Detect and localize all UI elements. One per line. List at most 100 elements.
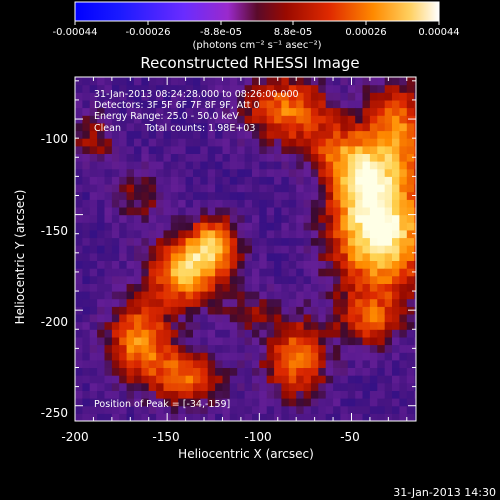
heatmap-cell: [119, 84, 128, 93]
heatmap-cell: [281, 107, 290, 116]
heatmap-cell: [392, 367, 400, 376]
heatmap-cell: [222, 398, 231, 407]
heatmap-cell: [281, 321, 290, 330]
heatmap-cell: [288, 252, 297, 261]
heatmap-cell: [215, 99, 224, 109]
heatmap-cell: [303, 184, 312, 193]
heatmap-cell: [178, 306, 187, 315]
heatmap-cell: [303, 291, 312, 300]
heatmap-cell: [193, 77, 201, 86]
heatmap-cell: [244, 207, 253, 216]
heatmap-cell: [296, 329, 305, 338]
heatmap-cell: [156, 191, 165, 200]
heatmap-cell: [399, 153, 408, 162]
heatmap-cell: [384, 405, 393, 414]
heatmap-cell: [369, 222, 378, 231]
heatmap-cell: [296, 405, 305, 414]
heatmap-cell: [82, 122, 91, 132]
heatmap-cell: [369, 107, 378, 116]
heatmap-cell: [185, 122, 194, 132]
heatmap-cell: [244, 77, 253, 86]
heatmap-cell: [148, 390, 157, 399]
heatmap-cell: [296, 122, 305, 132]
heatmap-cell: [333, 260, 342, 269]
heatmap-cell: [281, 268, 290, 277]
heatmap-cell: [148, 329, 157, 338]
heatmap-cell: [340, 122, 349, 132]
heatmap-cell: [303, 77, 312, 86]
heatmap-cell: [222, 283, 231, 292]
heatmap-cell: [75, 405, 83, 414]
heatmap-cell: [229, 413, 238, 421]
heatmap-cell: [126, 268, 135, 277]
heatmap-cell: [156, 229, 165, 239]
heatmap-cell: [384, 130, 393, 139]
heatmap-cell: [392, 107, 400, 116]
heatmap-cell: [126, 229, 135, 239]
heatmap-cell: [340, 207, 349, 216]
heatmap-cell: [148, 161, 157, 170]
heatmap-cell: [340, 336, 349, 346]
heatmap-cell: [222, 275, 231, 284]
heatmap-cell: [134, 336, 142, 346]
heatmap-cell: [340, 161, 349, 170]
heatmap-cell: [414, 352, 416, 361]
heatmap-cell: [148, 306, 157, 315]
heatmap-cell: [111, 122, 120, 132]
heatmap-cell: [119, 382, 128, 391]
heatmap-cell: [281, 275, 290, 284]
heatmap-cell: [325, 298, 334, 307]
heatmap-cell: [392, 207, 400, 216]
heatmap-cell: [170, 375, 179, 384]
heatmap-cell: [141, 176, 150, 185]
heatmap-cell: [156, 107, 165, 116]
heatmap-cell: [207, 382, 216, 391]
heatmap-cell: [259, 283, 268, 292]
heatmap-cell: [193, 359, 201, 368]
heatmap-cell: [141, 84, 150, 93]
heatmap-cell: [156, 336, 165, 346]
heatmap-cell: [229, 138, 238, 147]
heatmap-cell: [252, 252, 260, 261]
heatmap-cell: [104, 314, 113, 323]
heatmap-cell: [75, 207, 83, 216]
heatmap-cell: [134, 145, 142, 154]
heatmap-cell: [119, 122, 128, 132]
heatmap-cell: [82, 268, 91, 277]
heatmap-cell: [347, 191, 356, 200]
heatmap-cell: [318, 298, 327, 307]
heatmap-cell: [111, 390, 120, 399]
heatmap-cell: [347, 405, 356, 414]
heatmap-cell: [414, 336, 416, 346]
heatmap-cell: [369, 382, 378, 391]
heatmap-cell: [163, 367, 172, 376]
heatmap-cell: [119, 107, 128, 116]
heatmap-cell: [193, 314, 201, 323]
heatmap-cell: [281, 92, 290, 101]
heatmap-cell: [274, 336, 283, 346]
heatmap-cell: [215, 375, 224, 384]
heatmap-cell: [274, 375, 283, 384]
heatmap-cell: [296, 413, 305, 421]
heatmap-cell: [347, 153, 356, 162]
heatmap-cell: [333, 298, 342, 307]
heatmap-cell: [75, 184, 83, 193]
heatmap-cell: [399, 398, 408, 407]
heatmap-cell: [178, 344, 187, 353]
heatmap-cell: [126, 329, 135, 338]
heatmap-cell: [200, 275, 209, 284]
heatmap-cell: [148, 184, 157, 193]
heatmap-cell: [111, 306, 120, 315]
heatmap-cell: [310, 237, 319, 246]
heatmap-cell: [252, 314, 260, 323]
heatmap-cell: [82, 77, 91, 86]
heatmap-cell: [355, 390, 364, 399]
heatmap-cell: [156, 413, 165, 421]
heatmap-cell: [310, 245, 319, 254]
heatmap-cell: [355, 214, 364, 223]
heatmap-cell: [392, 122, 400, 132]
heatmap-cell: [111, 398, 120, 407]
heatmap-cell: [377, 99, 386, 109]
heatmap-cell: [193, 222, 201, 231]
